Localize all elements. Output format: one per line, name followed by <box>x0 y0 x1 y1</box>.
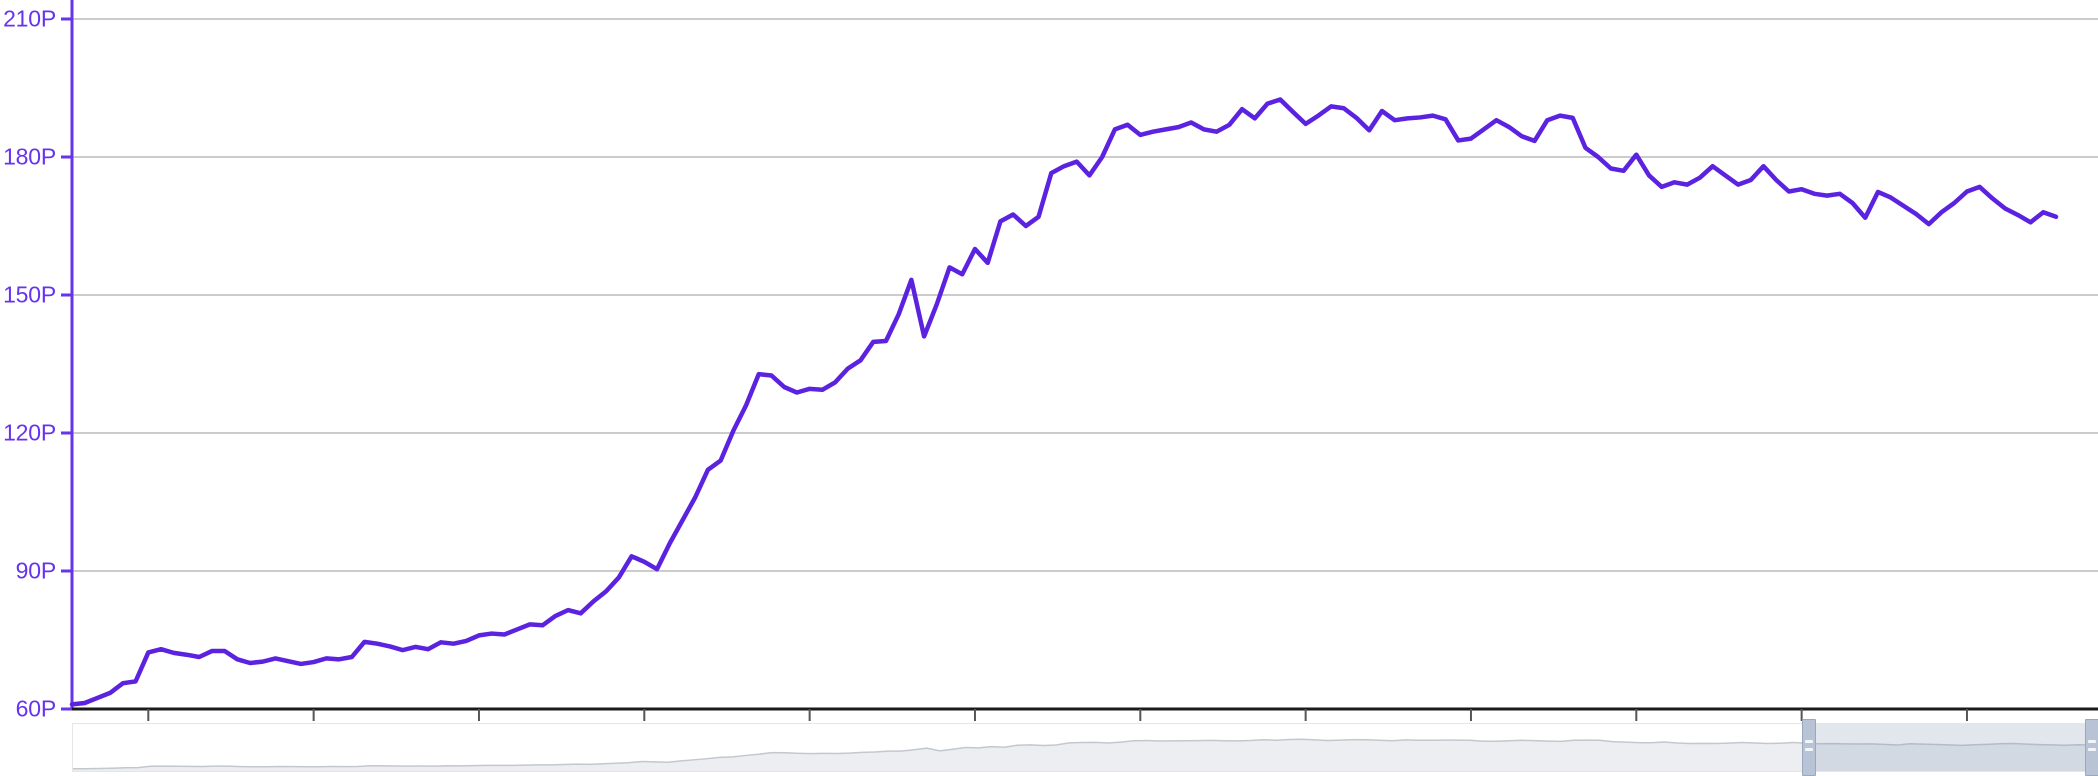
y-axis-tick-label: 180P <box>3 143 56 170</box>
chart-navigator[interactable] <box>72 723 2092 772</box>
navigator-selection-mask[interactable] <box>1810 724 2091 771</box>
y-axis-tick-label: 90P <box>15 557 57 584</box>
navigator-area-line <box>73 738 2091 770</box>
handle-grip-line <box>1805 740 1814 743</box>
y-axis-tick-label: 60P <box>15 695 57 722</box>
navigator-area-fill <box>73 739 2091 771</box>
navigator-mini-chart <box>73 738 2091 771</box>
handle-grip-line <box>1805 748 1814 751</box>
y-axis-tick-label: 210P <box>3 5 56 32</box>
navigator-left-handle[interactable] <box>1802 719 1817 776</box>
y-axis-tick-label: 150P <box>3 281 56 308</box>
handle-grip-line <box>2088 740 2096 743</box>
handle-grip-line <box>2088 748 2096 751</box>
data-series-line[interactable] <box>69 97 2059 707</box>
navigator-right-handle[interactable] <box>2085 719 2098 776</box>
y-axis-tick-label: 120P <box>3 419 56 446</box>
